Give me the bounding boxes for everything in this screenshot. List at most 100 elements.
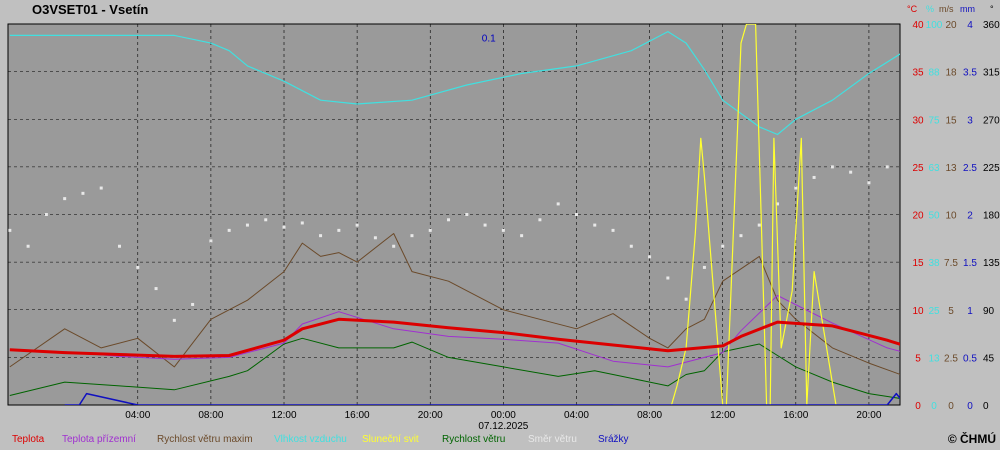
wind-dir-point [465,213,469,216]
y-tick-dir: 45 [983,353,995,364]
copyright: © ČHMÚ [947,432,996,446]
y-tick-wind: 15 [945,115,957,126]
wind-dir-point [611,228,615,232]
wind-dir-point [538,218,542,222]
series-sunshine [613,24,869,405]
y-tick-humidity: 50 [928,211,940,222]
wind-dir-point [300,221,304,225]
y-tick-temp: 5 [915,353,921,364]
y-tick-temp: 40 [912,20,924,31]
wind-dir-point [44,213,48,216]
series-layer [8,24,980,405]
wind-dir-point [8,228,12,232]
y-tick-precip: 3.5 [963,68,977,79]
y-tick-humidity: 38 [928,258,940,269]
unit-temp: °C [907,4,918,14]
wind-dir-point [209,239,213,243]
y-tick-dir: 180 [983,211,1000,222]
legend-item-wind_speed: Rychlost větru [442,434,506,445]
wind-dir-point [373,236,377,240]
wind-dir-point [63,197,67,201]
wind-dir-point [26,244,30,248]
wind-dir-point [99,186,103,190]
y-tick-wind: 13 [945,163,957,174]
x-tick-label: 20:00 [856,410,881,421]
wind-dir-point [154,287,158,291]
wind-dir-point [282,225,286,229]
x-tick-label: 08:00 [198,410,223,421]
y-tick-humidity: 88 [928,68,940,79]
wind-dir-point [702,265,706,269]
y-tick-wind: 2.5 [944,353,958,364]
legend-item-humidity: Vlhkost vzduchu [274,434,347,445]
series-temperature [9,317,900,358]
series-ground_temperature [9,295,900,368]
y-tick-dir: 315 [983,68,1000,79]
legend-item-wind_dir: Směr větru [528,434,577,445]
wind-dir-point [245,223,249,227]
y-tick-temp: 15 [912,258,924,269]
wind-dir-point [556,202,560,206]
wind-dir-point [885,165,889,169]
y-tick-humidity: 63 [928,163,940,174]
y-tick-temp: 35 [912,68,924,79]
y-tick-precip: 0.5 [963,353,977,364]
wind-dir-point [574,213,578,216]
y-tick-dir: 0 [983,401,989,412]
annotation-label: 0.1 [482,33,496,44]
x-tick-label: 20:00 [418,410,443,421]
y-tick-wind: 10 [945,211,957,222]
wind-dir-point [593,223,597,227]
y-tick-humidity: 100 [926,20,943,31]
wind-dir-point [264,218,268,222]
meteogram-chart: 04:00 08:00 12:00 16:00 20:00 00:0007.12.2025… [7,4,1000,432]
x-tick-label: 08:00 [637,410,662,421]
y-tick-wind: 0 [948,401,954,412]
series-humidity [9,31,900,136]
x-tick-label: 00:00 [491,410,516,421]
wind-dir-point [136,265,140,269]
legend-item-sunshine: Sluneční svit [362,434,419,445]
y-tick-wind: 18 [945,68,957,79]
wind-dir-point [757,223,761,227]
x-tick-label: 16:00 [345,410,370,421]
page-title: O3VSET01 - Vsetín [32,2,149,17]
unit-wind: m/s [939,4,954,14]
y-tick-humidity: 25 [928,306,940,317]
wind-dir-point [392,244,396,248]
y-tick-dir: 270 [983,115,1000,126]
y-tick-wind: 5 [948,306,954,317]
wind-dir-point [941,213,944,216]
wind-dir-point [684,297,688,301]
legend-item-temperature: Teplota [12,434,45,445]
wind-dir-point [319,234,323,238]
legend-item-precip: Srážky [598,434,629,445]
x-tick-label: 16:00 [783,410,808,421]
y-tick-precip: 0 [967,401,973,412]
y-tick-precip: 1.5 [963,258,977,269]
x-tick-label: 12:00 [710,410,735,421]
y-tick-dir: 90 [983,306,995,317]
x-tick-label: 12:00 [271,410,296,421]
wind-dir-point [867,181,871,185]
wind-dir-point [666,276,670,280]
series-wind_speed [9,337,900,399]
wind-dir-point [812,175,816,179]
wind-dir-point [520,234,524,238]
y-tick-temp: 25 [912,163,924,174]
wind-dir-point [904,192,907,195]
unit-humidity: % [926,4,934,14]
y-tick-dir: 135 [983,258,1000,269]
y-tick-temp: 20 [912,211,924,222]
legend-item-ground_temperature: Teplota přízemní [62,434,136,445]
y-tick-temp: 30 [912,115,924,126]
y-tick-dir: 360 [983,20,1000,31]
series-gust [9,233,900,375]
y-tick-temp: 0 [915,401,921,412]
y-tick-wind: 20 [945,20,957,31]
wind-dir-point [830,165,834,169]
wind-dir-point [447,218,451,222]
wind-dir-point [977,234,980,237]
wind-dir-point [410,234,414,238]
y-tick-humidity: 75 [928,115,940,126]
